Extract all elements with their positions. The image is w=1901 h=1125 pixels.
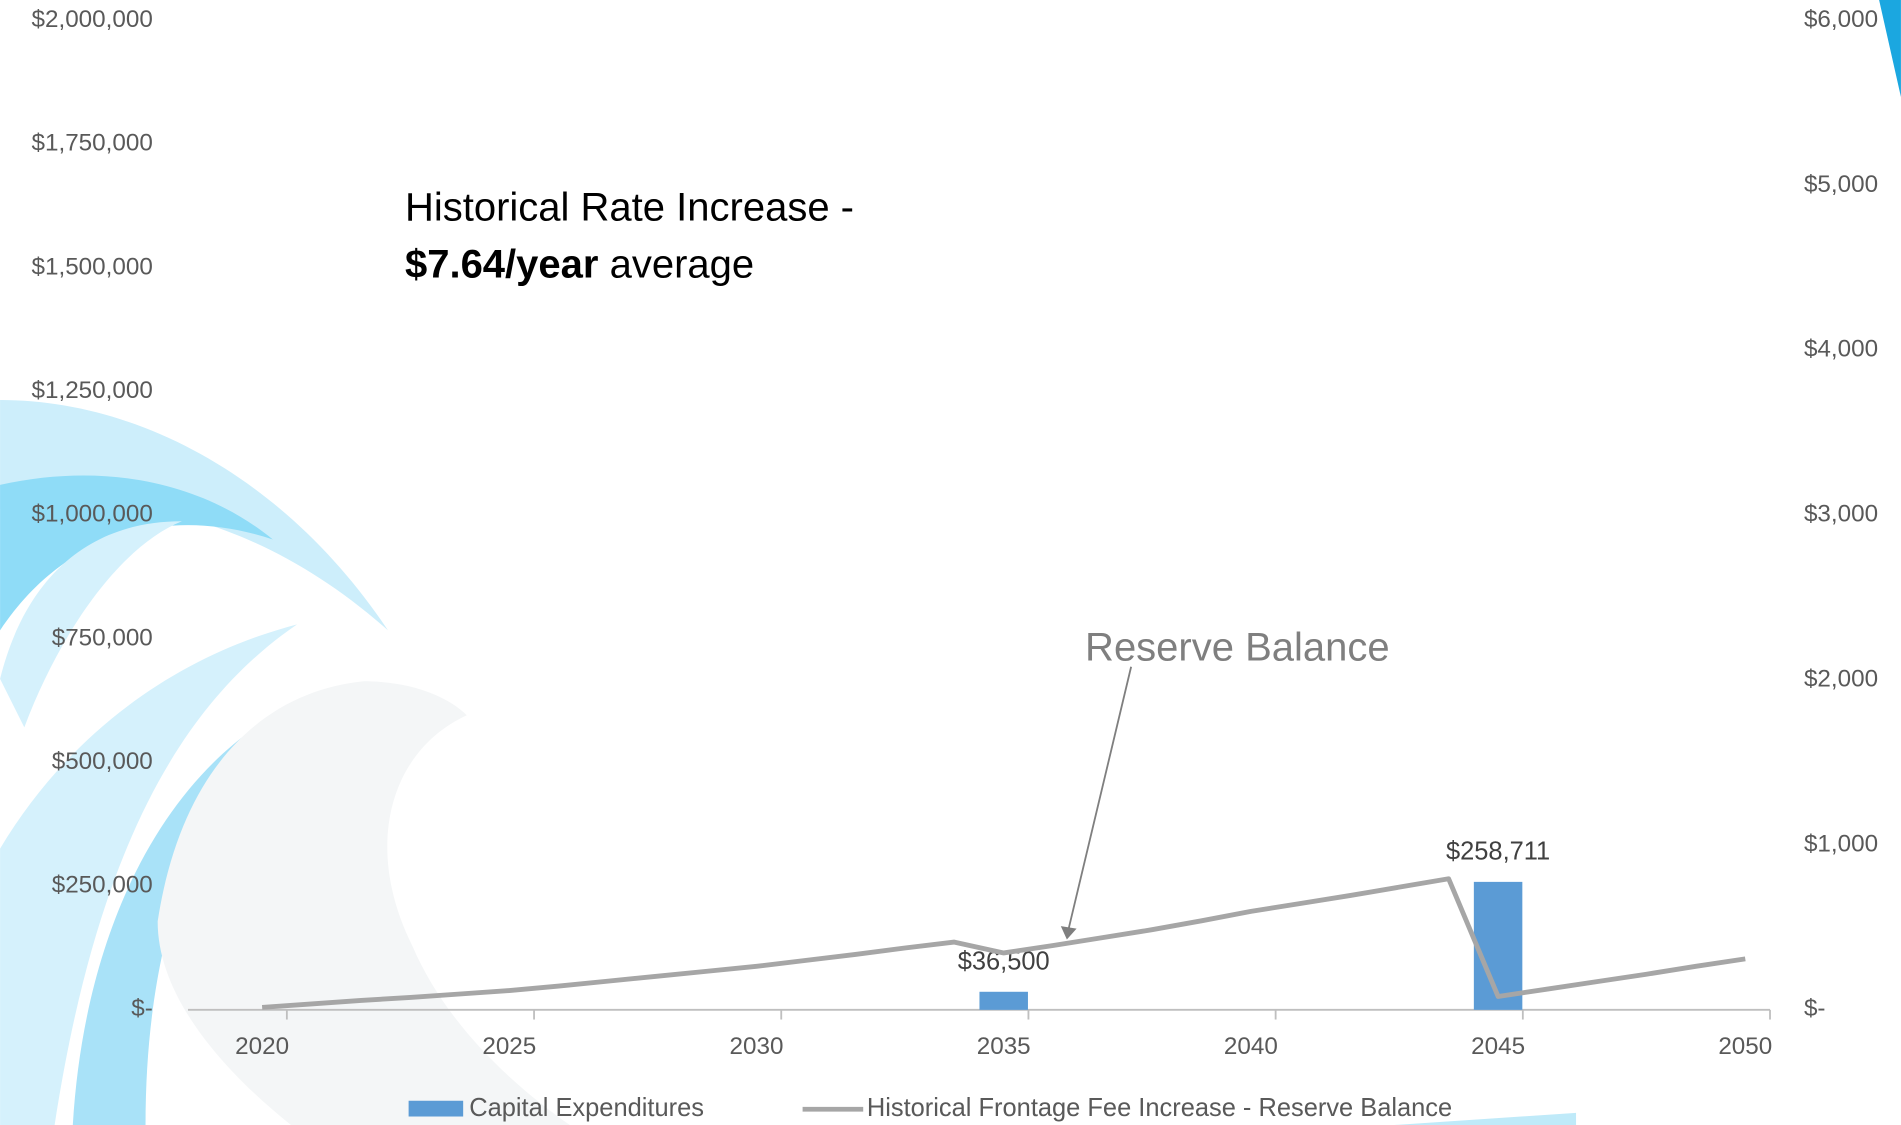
bar (979, 991, 1028, 1010)
y2-tick-label: $2,000 (1804, 665, 1878, 692)
annotation: $7.64/year average (405, 242, 754, 286)
swirl (0, 624, 298, 1125)
y-tick-label: $- (131, 995, 153, 1022)
annotation: Historical Rate Increase - (405, 185, 854, 229)
x-tick-label: 2040 (1224, 1033, 1278, 1060)
swirl (0, 475, 273, 631)
y2-tick-label: $6,000 (1804, 6, 1878, 33)
data-label: $258,711 (1446, 837, 1550, 865)
y2-tick-label: $5,000 (1804, 171, 1878, 198)
legend-label: Historical Frontage Fee Increase - Reser… (867, 1094, 1452, 1122)
y-tick-label: $250,000 (52, 872, 153, 899)
x-tick-label: 2025 (482, 1033, 536, 1060)
swirl (0, 521, 182, 728)
legend: Capital Expenditures Historical Frontage… (408, 1094, 1452, 1122)
corner-accent (1879, 0, 1901, 97)
y-tick-label: $500,000 (52, 748, 153, 775)
legend-label: Capital Expenditures (469, 1094, 704, 1122)
y2-tick-label: $3,000 (1804, 501, 1878, 528)
legend-swatch (408, 1100, 464, 1117)
line (261, 876, 1746, 1010)
callout-arrowhead (1060, 926, 1077, 940)
y-tick-label: $1,750,000 (32, 130, 153, 157)
annotation-bold: $7.64/year (405, 242, 599, 286)
x-tick-label: 2050 (1718, 1033, 1772, 1060)
y-tick-label: $1,500,000 (32, 253, 153, 280)
swirl (72, 703, 298, 1125)
y-tick-label: $1,250,000 (32, 377, 153, 404)
x-tick-label: 2045 (1471, 1033, 1525, 1060)
y2-tick-label: $- (1804, 995, 1826, 1022)
callout-arrow (1067, 666, 1133, 932)
annotation: average (610, 242, 755, 286)
y-tick-label: $750,000 (52, 624, 153, 651)
x-tick-label: 2020 (235, 1033, 289, 1060)
y-tick-label: $1,000,000 (32, 501, 153, 528)
y-tick-label: $2,000,000 (32, 6, 153, 33)
y2-tick-label: $4,000 (1804, 336, 1878, 363)
swirl (157, 681, 570, 1125)
x-tick-label: 2035 (977, 1033, 1031, 1060)
bar (1473, 881, 1523, 1010)
x-tick-label: 2030 (730, 1033, 784, 1060)
y2-tick-label: $1,000 (1804, 830, 1878, 857)
callout-label: Reserve Balance (1085, 625, 1390, 669)
